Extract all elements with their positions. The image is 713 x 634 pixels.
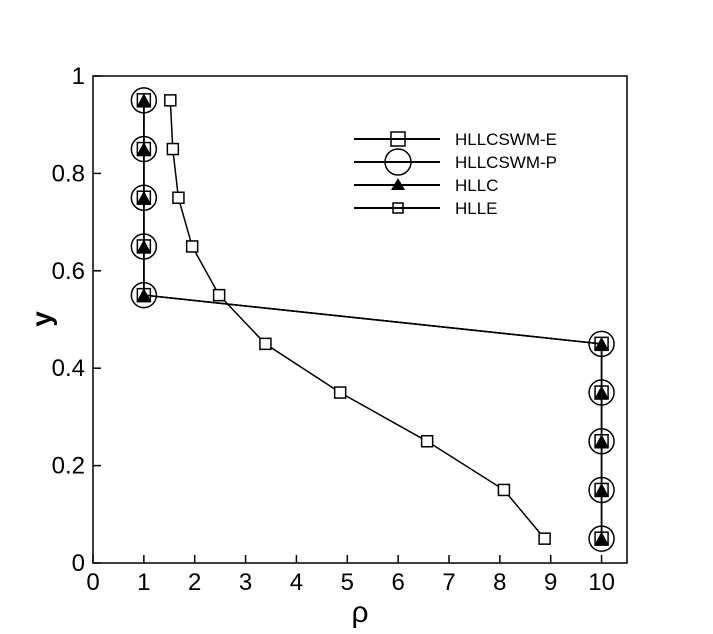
data-point-hlle: [172, 191, 185, 204]
data-point-hllc: [594, 482, 609, 496]
y-tick-label: 1: [72, 63, 85, 90]
x-tick-label: 0: [86, 569, 99, 596]
legend-label-hllcswm-e: HLLCSWM-E: [455, 130, 557, 149]
legend-item-hllcswm-p: HLLCSWM-P: [354, 148, 557, 176]
data-point-hlle: [185, 240, 199, 253]
y-axis-label: y: [26, 311, 57, 327]
data-point-hllc: [594, 434, 609, 448]
legend: HLLCSWM-E HLLCSWM-P HLLC HLLE: [354, 130, 557, 218]
legend-marker-hllcswm-p: [384, 148, 412, 176]
data-point-hllcswm-p: [130, 281, 158, 309]
data-point-hllc: [136, 93, 151, 107]
y-tick-label: 0.6: [52, 258, 85, 285]
data-point-hlle: [538, 532, 551, 545]
data-point-hllcswm-p: [588, 476, 615, 504]
y-tick-label: 0: [72, 550, 85, 577]
y-tick-label: 0.2: [52, 453, 85, 480]
x-axis-label: ρ: [351, 596, 368, 629]
data-point-hllcswm-p: [130, 233, 158, 260]
x-tick-label: 3: [239, 569, 252, 596]
data-point-hllcswm-p: [130, 87, 158, 114]
legend-label-hllcswm-p: HLLCSWM-P: [455, 153, 557, 172]
markers-layer: [130, 87, 615, 552]
x-tick-label: 4: [290, 569, 303, 596]
series-line-hlle: [169, 100, 546, 540]
data-point-hlle: [212, 288, 226, 302]
x-tick-label: 1: [137, 569, 150, 596]
series-line-hllc: [143, 100, 603, 539]
data-point-hllcswm-p: [588, 379, 615, 406]
data-point-hlle: [497, 483, 511, 497]
data-point-hllc: [136, 142, 151, 156]
data-point-hllc: [594, 385, 609, 399]
data-point-hlle: [333, 386, 347, 399]
data-point-hlle: [420, 435, 434, 448]
data-point-hllcswm-p: [588, 525, 615, 552]
x-tick-label: 5: [341, 569, 354, 596]
legend-marker-hllc: [391, 178, 405, 190]
legend-marker-hllcswm-e: [390, 131, 406, 147]
data-point-hlle: [166, 142, 180, 156]
x-tick-label: 2: [188, 569, 201, 596]
ticks-layer: 0 1 2 3 4 5 6 7 8 9 10 0 0.2 0.4 0.6 0.8 1: [52, 63, 615, 596]
lines-layer: [143, 100, 603, 540]
legend-item-hllc: HLLC: [354, 176, 498, 195]
legend-item-hllcswm-e: HLLCSWM-E: [354, 130, 557, 149]
data-point-hllcswm-p: [130, 184, 158, 211]
plot-frame: [92, 75, 628, 564]
data-point-hllcswm-p: [588, 428, 615, 455]
data-point-hllc: [136, 288, 151, 302]
data-point-hllc: [594, 336, 609, 350]
legend-marker-hlle: [392, 202, 404, 214]
legend-label-hllc: HLLC: [455, 176, 498, 195]
data-point-hllcswm-p: [588, 330, 615, 358]
data-point-hllc: [136, 190, 151, 204]
x-tick-label: 6: [391, 569, 404, 596]
legend-label-hlle: HLLE: [455, 199, 498, 218]
data-point-hlle: [259, 337, 272, 351]
data-point-hllcswm-p: [130, 135, 158, 163]
x-tick-label: 8: [493, 569, 506, 596]
x-tick-label: 9: [544, 569, 557, 596]
data-point-hlle: [164, 94, 177, 107]
legend-item-hlle: HLLE: [354, 199, 498, 218]
x-tick-label: 10: [588, 569, 615, 596]
data-point-hllc: [136, 239, 151, 253]
x-tick-label: 7: [442, 569, 455, 596]
data-point-hllc: [594, 531, 609, 545]
y-tick-label: 0.8: [52, 160, 85, 187]
y-tick-label: 0.4: [52, 355, 85, 382]
